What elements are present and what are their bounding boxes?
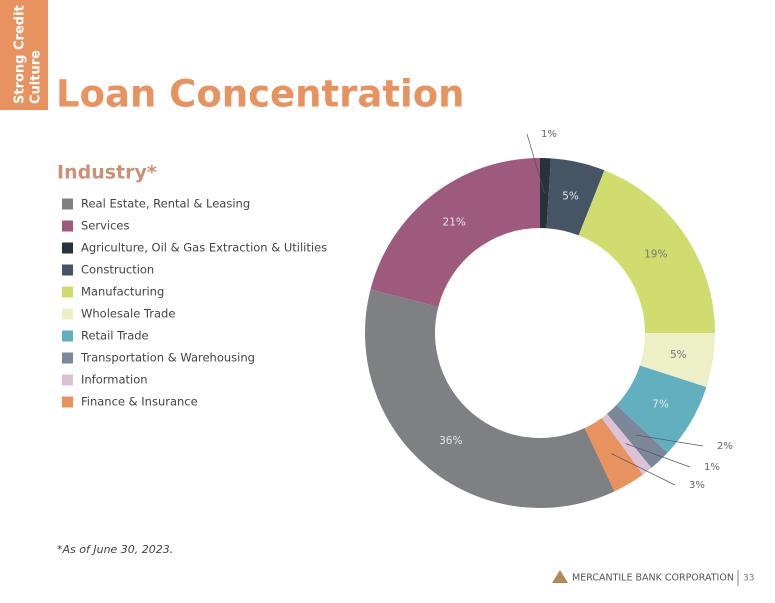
legend-swatch	[62, 264, 73, 276]
legend-label: Real Estate, Rental & Leasing	[81, 197, 250, 211]
donut-slice	[365, 289, 615, 508]
legend-label: Transportation & Warehousing	[80, 351, 255, 365]
section-tab-text: Strong Credit	[13, 5, 28, 104]
slice-label: 36%	[439, 435, 462, 447]
donut-slice	[540, 158, 551, 229]
donut-slice	[578, 170, 715, 333]
slice-label: 2%	[717, 441, 733, 452]
legend-label: Manufacturing	[81, 285, 164, 299]
chart-title: Loan Concentration	[56, 73, 465, 116]
legend-swatch	[62, 286, 73, 298]
footer-company: MERCANTILE BANK CORPORATION	[572, 573, 734, 584]
legend-swatch	[62, 374, 73, 386]
leader-line	[526, 133, 545, 194]
slice-label: 21%	[443, 216, 466, 228]
leader-line	[625, 443, 691, 468]
legend-swatch	[62, 396, 73, 408]
leader-line	[611, 453, 676, 486]
legend-label: Construction	[81, 263, 154, 277]
legend-swatch	[62, 352, 73, 364]
page-number: 33	[743, 574, 754, 584]
legend-label: Agriculture, Oil & Gas Extraction & Util…	[81, 241, 327, 255]
legend-label: Services	[81, 219, 130, 233]
legend-swatch	[62, 330, 73, 342]
footnote: *As of June 30, 2023.	[57, 543, 173, 556]
slice-label: 5%	[670, 349, 687, 361]
section-tab-text: Culture	[29, 50, 44, 104]
legend-label: Finance & Insurance	[81, 395, 198, 409]
donut-slice	[606, 404, 668, 468]
legend-label: Information	[81, 373, 148, 387]
legend-swatch	[62, 198, 73, 210]
donut-slice	[546, 158, 605, 236]
donut-slice	[616, 365, 707, 453]
donut-slice	[370, 158, 540, 307]
legend-label: Retail Trade	[81, 329, 149, 343]
legend-label: Wholesale Trade	[81, 307, 175, 321]
slice-label: 7%	[652, 398, 669, 410]
legend-swatch	[62, 220, 73, 232]
leader-line	[635, 434, 704, 447]
slice-label: 19%	[644, 248, 667, 260]
legend-swatch	[62, 308, 73, 320]
slice-label: 1%	[541, 129, 557, 140]
slice-label: 3%	[689, 480, 705, 491]
section-tab	[0, 0, 48, 110]
slice-label: 1%	[704, 462, 720, 473]
donut-slice	[639, 333, 715, 388]
legend-swatch	[62, 242, 73, 254]
slice-label: 5%	[562, 190, 579, 202]
legend-title: Industry*	[57, 162, 157, 184]
logo-icon	[552, 570, 568, 583]
